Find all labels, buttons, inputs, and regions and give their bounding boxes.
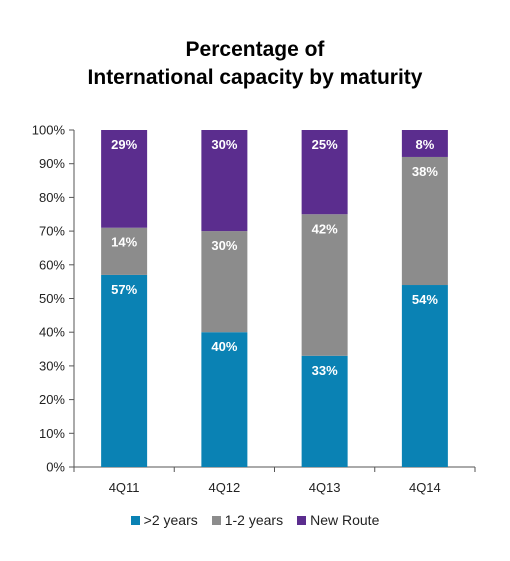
- bar-segment: [401, 285, 448, 467]
- y-tick-label: 100%: [32, 123, 66, 138]
- data-label: 54%: [412, 292, 438, 307]
- legend-swatch-over-2-years: [130, 515, 140, 525]
- data-label: 8%: [415, 137, 434, 152]
- legend-swatch-1-2-years: [211, 515, 221, 525]
- data-label: 40%: [211, 339, 237, 354]
- bar-segment: [201, 231, 248, 333]
- y-tick-label: 20%: [39, 392, 65, 407]
- legend-item-new-route: New Route: [297, 512, 379, 528]
- bar-segment: [101, 130, 148, 228]
- bar-segment: [401, 156, 448, 286]
- data-label: 30%: [211, 238, 237, 253]
- x-tick-label: 4Q13: [309, 480, 341, 495]
- bars-layer: [101, 130, 448, 467]
- data-label: 30%: [211, 137, 237, 152]
- chart-title: Percentage of International capacity by …: [0, 36, 510, 92]
- legend-label-over-2-years: >2 years: [143, 512, 198, 528]
- bar-segment: [401, 130, 448, 157]
- x-tick-label: 4Q11: [109, 480, 140, 495]
- chart-title-line-1: Percentage of: [185, 38, 325, 61]
- data-label: 25%: [312, 137, 338, 152]
- bar-segment: [101, 274, 148, 467]
- chart-title-line-2: International capacity by maturity: [87, 66, 423, 89]
- y-tick-label: 40%: [39, 325, 65, 340]
- legend-item-1-2-years: 1-2 years: [211, 512, 284, 528]
- y-tick-label: 0%: [46, 460, 65, 475]
- data-label: 57%: [111, 282, 137, 297]
- legend-label-1-2-years: 1-2 years: [224, 512, 284, 528]
- legend-label-new-route: New Route: [310, 512, 380, 528]
- legend-swatch-new-route: [297, 515, 307, 525]
- bar-segment: [301, 355, 348, 467]
- data-labels-layer: 57% 14% 29% 40% 30% 30% 33% 42% 25% 54% 38% 8%: [111, 137, 438, 378]
- data-label: 14%: [111, 235, 137, 250]
- y-tick-label: 10%: [39, 426, 65, 441]
- y-tick-label: 50%: [39, 291, 65, 306]
- y-tick-label: 60%: [39, 257, 65, 272]
- y-tick-label: 70%: [39, 224, 65, 239]
- legend: >2 years 1-2 years New Route: [0, 512, 510, 528]
- bar-segment: [301, 214, 348, 356]
- x-tick-label: 4Q14: [409, 480, 441, 495]
- y-tick-label: 90%: [39, 156, 65, 171]
- legend-item-over-2-years: >2 years: [130, 512, 198, 528]
- y-tick-label: 80%: [39, 190, 65, 205]
- stacked-bar-chart: 0% 10% 20% 30% 40% 50% 60% 70% 80% 90% 100% 4Q11 4Q1…: [32, 123, 476, 495]
- data-label: 33%: [312, 363, 338, 378]
- bar-segment: [201, 130, 248, 232]
- bar-segment: [201, 332, 248, 467]
- data-label: 38%: [412, 164, 438, 179]
- bar-segment: [101, 227, 148, 275]
- data-label: 42%: [312, 221, 338, 236]
- x-tick-label: 4Q12: [208, 480, 240, 495]
- y-tick-label: 30%: [39, 358, 65, 373]
- bar-segment: [301, 130, 348, 215]
- data-label: 29%: [111, 137, 137, 152]
